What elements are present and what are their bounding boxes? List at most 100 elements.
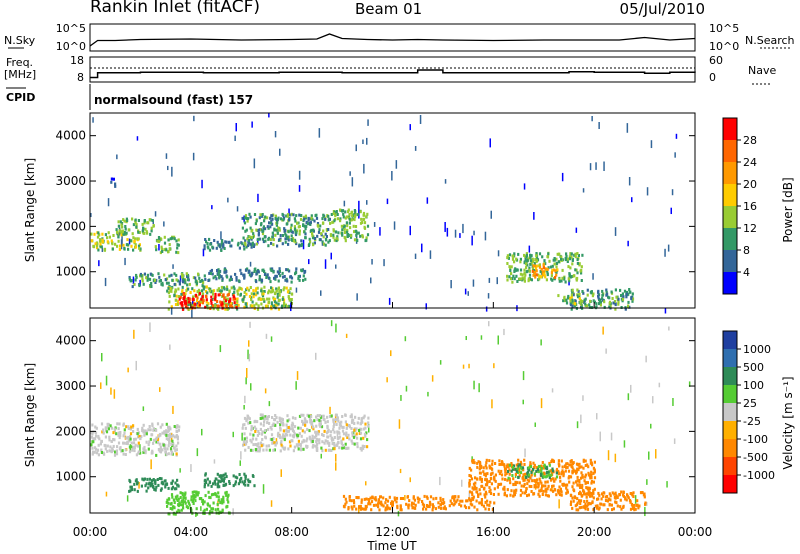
heat-cell-741: [335, 423, 338, 426]
heat-cell-857: [264, 436, 267, 440]
heat-cell-1391: [254, 267, 257, 271]
heat-cell-413: [162, 443, 165, 447]
heat-cell-1680: [583, 299, 586, 302]
heat-cell-545: [247, 244, 250, 248]
heat-cell-1996: [539, 472, 543, 476]
heat-cell-189: [132, 248, 135, 252]
heat-cell-383: [218, 244, 221, 248]
heat-cell-193: [149, 437, 152, 441]
heat-cell-538: [293, 425, 297, 429]
heat-cell-1178: [468, 497, 471, 501]
heat-cell-383: [109, 445, 112, 449]
heat-cell-1060: [174, 495, 177, 499]
heat-cell-665: [266, 216, 269, 220]
heat-cell-1844: [578, 506, 581, 510]
heat-cell-1124: [234, 475, 237, 479]
heat-cell-1977: [546, 467, 549, 471]
heat-cell-1433: [560, 279, 563, 283]
heat-cell-2004: [508, 463, 511, 467]
heat-cell-632: [351, 419, 354, 423]
heat-cell-1825: [620, 490, 623, 494]
xtick-label-1: 04:00: [174, 525, 209, 539]
heat-cell-833: [202, 281, 205, 284]
heat-cell-1360: [362, 507, 365, 511]
heat-cell-679: [332, 428, 335, 432]
heat-cell-999: [190, 498, 193, 502]
heat-cell-1296: [469, 499, 473, 503]
heat-cell-1351: [250, 273, 253, 277]
heat-cell-1790: [628, 290, 631, 294]
heat-cell-653: [255, 228, 258, 232]
heat-cell-152: [96, 246, 99, 250]
velocity-colorbar-title: Velocity [m s⁻¹]: [781, 376, 795, 469]
heat-cell-869: [305, 445, 308, 449]
heat-cell-1212: [211, 304, 214, 308]
heat-cell-1781: [580, 471, 583, 475]
heat-cell-241: [97, 453, 100, 457]
heat-cell-1886: [576, 501, 579, 505]
heat-cell-1606: [561, 276, 564, 280]
heat-cell-807: [279, 436, 282, 440]
heat-cell-1446: [544, 480, 547, 484]
heat-cell-1169: [213, 304, 216, 307]
heat-cell-784: [265, 417, 268, 421]
heat-cell-559: [286, 426, 289, 430]
heat-cell-1405: [217, 271, 220, 275]
heat-cell-1550: [519, 268, 523, 272]
heat-cell-1660: [567, 469, 571, 473]
heat-cell-788: [348, 424, 351, 427]
heat-cell-1793: [591, 294, 594, 298]
heat-cell-1132: [276, 295, 279, 299]
heat-cell-1788: [556, 489, 560, 493]
heat-cell-1213: [202, 299, 205, 303]
heat-cell-1161: [250, 298, 253, 302]
colorbar-label-0: 1000: [743, 343, 771, 356]
heat-cell-1427: [469, 490, 472, 494]
heat-cell-906: [164, 485, 167, 489]
heat-cell-1510: [521, 273, 524, 277]
heat-cell-1118: [268, 297, 271, 301]
heat-cell-1020: [166, 504, 169, 508]
heat-cell-728: [258, 446, 262, 450]
heat-cell-1253: [230, 304, 233, 308]
heat-cell-1545: [479, 492, 482, 496]
heat-cell-479: [344, 442, 347, 446]
heat-cell-572: [296, 229, 299, 233]
heat-cell-119: [551, 388, 554, 393]
heat-cell-1145: [267, 291, 270, 295]
heat-cell-1520: [541, 255, 544, 259]
heat-cell-1766: [512, 477, 515, 481]
ytick-label-0: 4000: [55, 334, 86, 348]
heat-cell-919: [177, 295, 180, 298]
heat-cell-1327: [384, 501, 387, 505]
heat-cell-871: [140, 274, 143, 278]
heat-cell-236: [124, 448, 127, 452]
heat-cell-285: [124, 227, 127, 231]
heat-cell-90: [358, 506, 360, 514]
heat-cell-590: [365, 431, 368, 435]
heat-cell-1554: [566, 465, 569, 469]
heat-cell-1668: [476, 465, 479, 469]
velocity-heatmap: [90, 320, 691, 517]
heat-cell-1582: [483, 472, 486, 476]
heat-cell-1305: [413, 498, 416, 502]
heat-cell-1401: [224, 270, 227, 274]
power-heatmap: [90, 113, 678, 318]
heat-cell-1628: [566, 483, 569, 487]
heat-cell-687: [261, 430, 264, 434]
heat-cell-1047: [201, 289, 204, 293]
heat-cell-1696: [614, 288, 617, 292]
heat-cell-1331: [243, 273, 246, 277]
heat-cell-1645: [551, 269, 554, 273]
heat-cell-1699: [613, 300, 617, 303]
heat-cell-337: [208, 248, 212, 252]
heat-cell-1724: [557, 462, 560, 466]
heat-cell-82: [464, 288, 467, 295]
heat-cell-1012: [256, 286, 259, 290]
heat-cell-1103: [239, 292, 242, 296]
heat-cell-648: [286, 222, 289, 226]
heat-cell-1373: [248, 270, 251, 274]
heat-cell-673: [365, 236, 368, 240]
heat-cell-339: [129, 432, 133, 436]
